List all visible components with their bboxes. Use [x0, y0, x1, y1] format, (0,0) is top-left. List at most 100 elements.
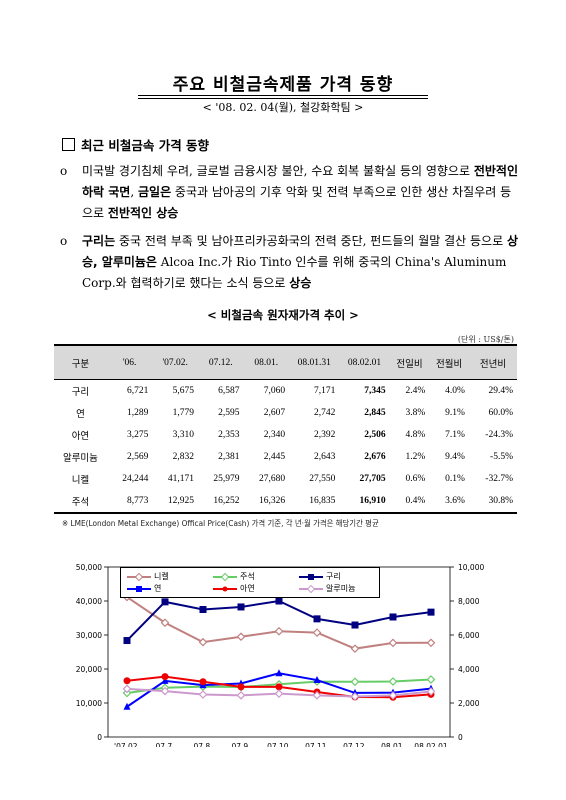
- bullet-text-segment: Alcoa Inc.가 Rio Tinto 인수를 위해 중국의 China's…: [82, 255, 507, 290]
- bullet-paragraph: o 미국발 경기침체 우려, 글로벌 금융시장 불안, 수요 회복 불확실 등의…: [60, 161, 520, 227]
- x-tick-label: '07.02.: [114, 742, 140, 747]
- data-point: [274, 626, 284, 636]
- table-cell: 2,445: [263, 452, 286, 462]
- bullet-text: 미국발 경기침체 우려, 글로벌 금융시장 불안, 수요 회복 불확실 등의 영…: [82, 161, 522, 224]
- table-cell: 3.6%: [429, 490, 469, 514]
- table-cell: 6,587: [218, 386, 240, 396]
- table-cell: 25,979: [213, 474, 240, 484]
- table-cell: 4.0%: [445, 386, 465, 396]
- x-tick-label: 08.02.01: [414, 742, 448, 747]
- table-cell: 7,060: [263, 386, 286, 396]
- table-cell: 7,345: [364, 386, 386, 396]
- table-cell: 2,676: [364, 452, 386, 462]
- data-point: [199, 606, 207, 613]
- bullet-emphasis: 전반적인 하락 국면: [82, 164, 519, 199]
- bullet-text-segment: 미국발 경기침체 우려, 글로벌 금융시장 불안, 수요 회복 불확실 등의 영…: [82, 164, 474, 178]
- table-cell: 1,289: [127, 408, 149, 418]
- x-tick-label: 07.7.: [155, 742, 174, 747]
- data-point: [313, 615, 321, 623]
- legend-swatch: [127, 585, 151, 592]
- table-header-cell: 전년비: [468, 344, 517, 380]
- bullet-paragraph: o 구리는 중국 전력 부족 및 남아프리카공화국의 전력 중단, 펀드들의 월…: [60, 231, 520, 297]
- table-cell: 3.8%: [405, 408, 426, 418]
- data-point: [388, 638, 398, 648]
- legend-item: 구리: [299, 571, 341, 582]
- table-header-cell: 전월비: [429, 344, 469, 380]
- legend-swatch: [299, 584, 323, 593]
- table-cell: 9.1%: [445, 408, 465, 418]
- data-point: [160, 618, 170, 628]
- data-point: [312, 628, 322, 637]
- legend-label: 구리: [326, 572, 341, 581]
- y-left-tick-label: 0: [97, 733, 102, 742]
- data-point: [275, 669, 283, 677]
- y-left-tick-label: 20,000: [76, 665, 102, 674]
- data-point: [275, 597, 283, 605]
- data-point: [237, 603, 245, 611]
- table-cell: -32.7%: [485, 474, 513, 484]
- table-cell: 2,845: [364, 408, 386, 418]
- legend-label: 아연: [240, 584, 255, 593]
- legend-swatch: [213, 572, 237, 581]
- table-header-cell: 구분: [54, 344, 107, 380]
- data-point: [274, 689, 284, 698]
- table-footnote: ※ LME(London Metal Exchange) Offical Pri…: [62, 519, 379, 528]
- table-cell: 24,244: [122, 474, 149, 484]
- table-cell: 16,326: [243, 490, 290, 514]
- legend-label: 연: [154, 584, 162, 593]
- table-cell: 2,381: [218, 452, 240, 462]
- data-point: [427, 608, 435, 616]
- table-cell: 9.4%: [445, 452, 465, 462]
- table-cell: 1.2%: [405, 452, 426, 462]
- table-row-label: 구리: [71, 388, 90, 398]
- legend-label: 니켈: [154, 572, 169, 581]
- x-tick-label: 07.9.: [231, 742, 250, 747]
- data-point: [426, 638, 436, 648]
- y-left-tick-label: 40,000: [76, 597, 102, 606]
- bullet-mark: o: [60, 164, 68, 178]
- data-point: [389, 613, 397, 621]
- legend-swatch: [299, 573, 323, 580]
- data-point: [236, 632, 246, 642]
- data-point: [388, 677, 398, 686]
- table-header-cell: '06.: [106, 344, 153, 380]
- table-row: 니켈 24,244 41,171 25,979 27,680 27,550 27,705 0.…: [54, 468, 517, 490]
- legend-item: 주석: [213, 571, 255, 582]
- bullet-text-segment: ,: [130, 185, 138, 199]
- table-cell: 7,171: [313, 386, 336, 396]
- bullet-text-segment: 중국과 남아공의 기후 악화 및 전력 부족으로 인한 생산 차질우려 등으로: [82, 185, 512, 220]
- y-left-tick-label: 10,000: [76, 699, 102, 708]
- data-point: [123, 702, 131, 710]
- data-point: [160, 686, 170, 696]
- y-right-tick-label: 2,000: [458, 699, 480, 708]
- data-point: [237, 683, 245, 691]
- table-cell: -24.3%: [485, 430, 513, 440]
- table-cell: 2,832: [172, 452, 194, 462]
- title-underline: [138, 95, 428, 96]
- data-point: [350, 677, 360, 687]
- checkbox-square-icon: [62, 138, 75, 151]
- x-tick-label: 07.10.: [267, 742, 291, 747]
- table-row: 주석 8,773 12,925 16,252 16,326 16,835 16,910 0.4…: [54, 490, 517, 514]
- x-tick-label: 08.01.: [381, 742, 405, 747]
- table-header-cell: '07.02.: [152, 344, 198, 380]
- table-cell: 6,721: [127, 386, 149, 396]
- data-point: [198, 690, 208, 699]
- data-point: [350, 644, 360, 654]
- bullet-emphasis: 구리는: [82, 234, 116, 248]
- table-row: 아연 3,275 3,310 2,353 2,340 2,392 2,506 4.8% 7.1%…: [54, 424, 517, 446]
- y-right-tick-label: 10,000: [458, 563, 484, 572]
- page-title: 주요 비철금속제품 가격 동향: [172, 75, 394, 95]
- data-point: [161, 673, 169, 681]
- data-point: [351, 621, 359, 629]
- table-cell: 12,925: [152, 490, 198, 514]
- legend-label: 알루미늄: [326, 584, 356, 593]
- table-title: < 비철금속 원자재가격 추이 >: [207, 308, 359, 322]
- table-cell: 4.8%: [405, 430, 426, 440]
- y-left-tick-label: 50,000: [76, 563, 102, 572]
- bullet-emphasis: 상승: [289, 276, 312, 290]
- bullet-text: 구리는 중국 전력 부족 및 남아프리카공화국의 전력 중단, 펀드들의 월말 …: [82, 231, 522, 294]
- data-point: [426, 687, 436, 696]
- legend-item: 연: [127, 583, 161, 594]
